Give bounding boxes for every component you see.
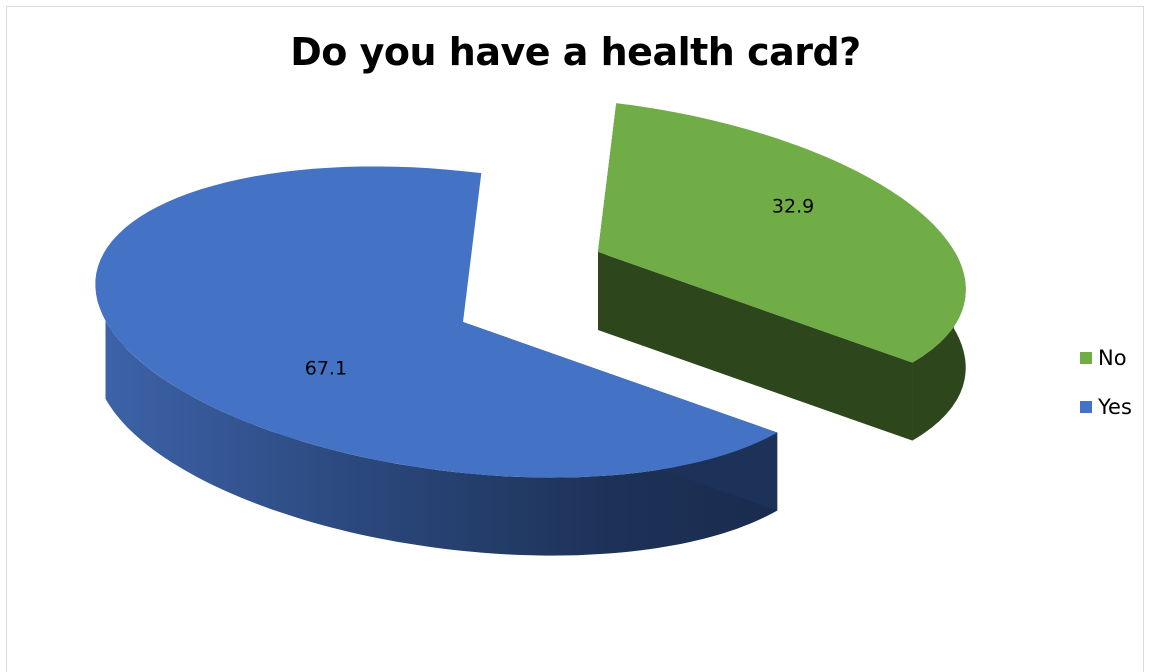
- legend-swatch-yes: [1080, 400, 1092, 413]
- pie-slice-yes[interactable]: [95, 166, 778, 478]
- pie-slice-no-side: [598, 250, 966, 441]
- pie-slice-yes-side: [105, 320, 778, 556]
- legend: No Yes: [1080, 345, 1132, 443]
- legend-item-yes: Yes: [1080, 394, 1132, 419]
- legend-label-yes: Yes: [1098, 394, 1132, 419]
- chart-title: Do you have a health card?: [290, 30, 861, 74]
- legend-item-no: No: [1080, 345, 1132, 370]
- data-label-no: 32.9: [772, 195, 814, 217]
- data-label-yes: 67.1: [305, 358, 347, 380]
- legend-swatch-no: [1080, 351, 1092, 364]
- pie-slice-no[interactable]: [598, 103, 966, 363]
- legend-label-no: No: [1098, 345, 1127, 370]
